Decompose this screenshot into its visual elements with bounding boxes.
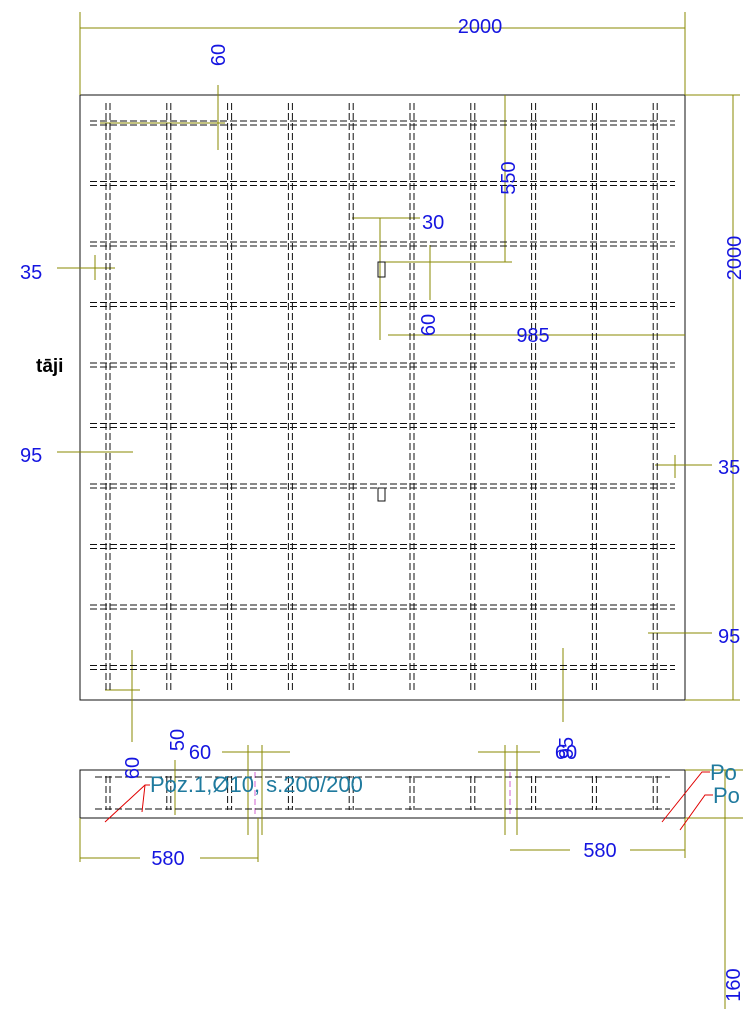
opening [377,261,386,278]
dim-label: 60 [189,742,211,764]
dim-label: 2000 [458,16,503,38]
heading: tāji [36,356,63,377]
rebars [90,103,675,810]
dim-label: 60 [122,757,144,779]
dim-label: 550 [498,161,520,194]
dim-label: 35 [20,262,42,284]
dim-label: 985 [516,325,549,347]
dim-label: 95 [718,626,740,648]
rebar-note: Po [710,760,737,785]
rebar-note: Po [713,783,740,808]
dim-label: 60 [555,742,577,764]
dimension-lines [57,12,743,1009]
dim-label: 50 [167,729,189,751]
dim-label: 95 [556,737,578,759]
dim-label: 2000 [724,236,743,281]
rebar-note: Poz.1,Ø10, s.200/200 [150,772,363,797]
dim-label: 160 [723,968,743,1001]
dim-label: 60 [418,314,440,336]
dim-label: 60 [208,44,230,66]
dim-label: 30 [422,212,444,234]
dim-label: 95 [20,445,42,467]
dim-label: 35 [718,457,740,479]
dim-label: 580 [151,848,184,870]
dim-label: 580 [583,840,616,862]
opening [377,487,386,502]
slab-plan [79,94,686,701]
leaders [104,771,713,831]
